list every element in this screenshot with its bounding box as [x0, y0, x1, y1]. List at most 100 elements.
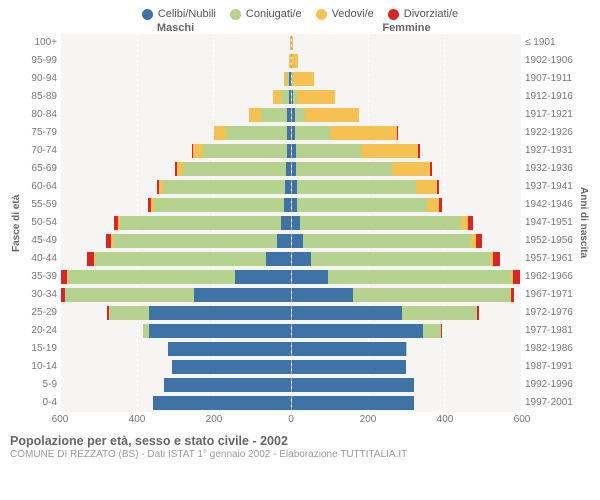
- birth-label: 1917-1921: [521, 106, 577, 124]
- bar-segment: [273, 90, 281, 104]
- bar-row: [61, 160, 521, 178]
- female-half: [292, 270, 522, 284]
- bar-segment: [214, 126, 225, 140]
- female-half: [292, 144, 522, 158]
- gridline: [521, 34, 522, 412]
- bar-row: [61, 250, 521, 268]
- male-half: [61, 252, 292, 266]
- birth-label: 1957-1961: [521, 250, 577, 268]
- bar-segment: [437, 180, 439, 194]
- bar-segment: [120, 216, 281, 230]
- bar-segment: [290, 36, 291, 50]
- male-half: [61, 36, 292, 50]
- bar-segment: [172, 360, 291, 374]
- bar-segment: [149, 306, 291, 320]
- age-label: 100+: [23, 34, 61, 52]
- bar-segment: [392, 162, 430, 176]
- bar-segment: [183, 162, 286, 176]
- bar-segment: [468, 216, 473, 230]
- female-half: [292, 216, 522, 230]
- bar-segment: [289, 90, 291, 104]
- bar-row: [61, 268, 521, 286]
- age-label: 65-69: [23, 160, 61, 178]
- bar-segment: [293, 72, 314, 86]
- bar-row: [61, 304, 521, 322]
- bar-segment: [292, 288, 353, 302]
- bar-segment: [418, 144, 420, 158]
- male-half: [61, 270, 292, 284]
- bar-segment: [261, 108, 288, 122]
- male-half: [61, 360, 292, 374]
- bar-segment: [289, 54, 291, 68]
- bar-segment: [87, 252, 94, 266]
- bar-segment: [154, 198, 284, 212]
- age-label: 95-99: [23, 52, 61, 70]
- bar-segment: [266, 252, 291, 266]
- bar-segment: [68, 270, 235, 284]
- female-half: [292, 342, 522, 356]
- bar-segment: [163, 180, 285, 194]
- bar-row: [61, 34, 521, 52]
- male-half: [61, 234, 292, 248]
- male-half: [61, 396, 292, 410]
- bar-segment: [300, 216, 461, 230]
- age-label: 35-39: [23, 268, 61, 286]
- x-tick: 400: [437, 414, 454, 425]
- bar-segment: [292, 342, 407, 356]
- legend-item: Divorziati/e: [388, 8, 458, 20]
- age-label: 70-74: [23, 142, 61, 160]
- female-half: [292, 234, 522, 248]
- chart-title: Popolazione per età, sesso e stato civil…: [10, 434, 590, 448]
- bar-segment: [292, 396, 414, 410]
- legend-item: Celibi/Nubili: [142, 8, 216, 20]
- bar-segment: [477, 306, 479, 320]
- birth-label: 1922-1926: [521, 124, 577, 142]
- bar-row: [61, 214, 521, 232]
- male-half: [61, 306, 292, 320]
- age-label: 55-59: [23, 196, 61, 214]
- bar-row: [61, 376, 521, 394]
- birth-label: 1972-1976: [521, 304, 577, 322]
- birth-label: 1902-1906: [521, 52, 577, 70]
- bar-segment: [297, 198, 427, 212]
- male-half: [61, 126, 292, 140]
- legend-swatch: [142, 9, 153, 20]
- bar-segment: [153, 396, 291, 410]
- bar-segment: [423, 324, 440, 338]
- male-half: [61, 54, 292, 68]
- age-labels: 100+95-9990-9485-8980-8475-7970-7465-696…: [23, 34, 61, 412]
- bar-segment: [226, 126, 287, 140]
- bar-segment: [311, 252, 491, 266]
- bar-segment: [295, 108, 306, 122]
- bar-segment: [164, 378, 290, 392]
- bar-row: [61, 142, 521, 160]
- birth-label: 1967-1971: [521, 286, 577, 304]
- bar-row: [61, 88, 521, 106]
- legend-item: Coniugati/e: [230, 8, 302, 20]
- bar-row: [61, 196, 521, 214]
- bar-segment: [292, 36, 294, 50]
- bar-segment: [292, 378, 414, 392]
- male-half: [61, 162, 292, 176]
- header-male: Maschi: [60, 22, 291, 34]
- pyramid-chart: Fasce di età 100+95-9990-9485-8980-8475-…: [10, 34, 590, 412]
- bar-row: [61, 340, 521, 358]
- male-half: [61, 342, 292, 356]
- male-half: [61, 288, 292, 302]
- female-half: [292, 72, 522, 86]
- birth-label: 1982-1986: [521, 340, 577, 358]
- age-label: 75-79: [23, 124, 61, 142]
- birth-label: 1997-2001: [521, 394, 577, 412]
- age-label: 60-64: [23, 178, 61, 196]
- female-half: [292, 90, 522, 104]
- bar-segment: [297, 90, 335, 104]
- bar-segment: [461, 216, 469, 230]
- age-label: 20-24: [23, 322, 61, 340]
- legend-label: Divorziati/e: [404, 8, 458, 20]
- age-label: 90-94: [23, 70, 61, 88]
- birth-label: ≤ 1901: [521, 34, 577, 52]
- legend-label: Celibi/Nubili: [158, 8, 216, 20]
- age-label: 0-4: [23, 394, 61, 412]
- bar-segment: [427, 198, 438, 212]
- bar-segment: [281, 90, 289, 104]
